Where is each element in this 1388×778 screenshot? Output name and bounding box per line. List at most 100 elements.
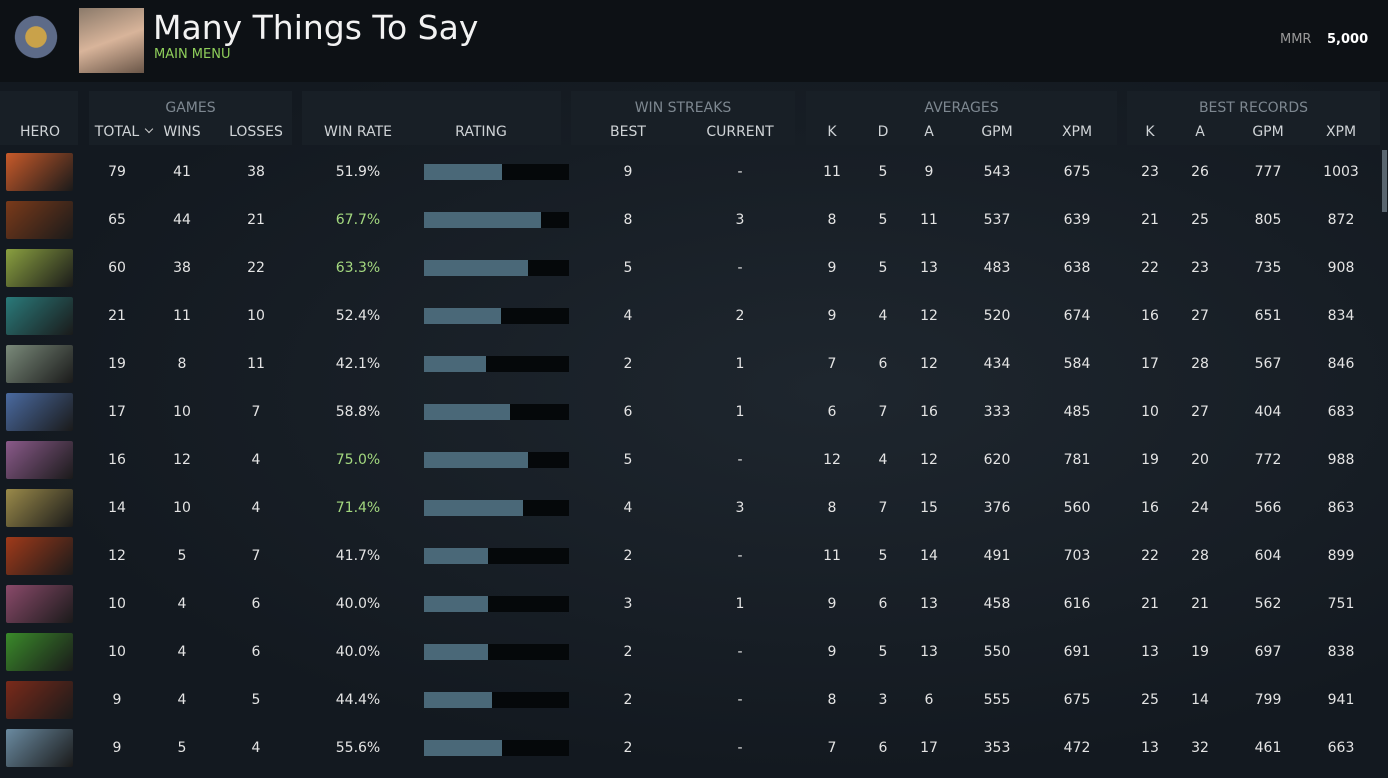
cell: 4 <box>878 452 888 468</box>
cell: 16 <box>920 404 938 420</box>
player-name: Many Things To Say <box>153 8 479 47</box>
cell: 4 <box>251 452 261 468</box>
cell: 23 <box>1191 260 1209 276</box>
cell: 908 <box>1327 260 1355 276</box>
cell: 10 <box>1141 404 1159 420</box>
cell: 8 <box>827 692 837 708</box>
cell: 6 <box>827 404 837 420</box>
column-header[interactable]: A <box>924 124 934 140</box>
cell: 13 <box>920 596 938 612</box>
column-header[interactable]: BEST <box>610 124 646 140</box>
cell: 675 <box>1063 164 1091 180</box>
avatar[interactable] <box>79 8 144 73</box>
cell: 10 <box>247 308 265 324</box>
cell: - <box>737 644 743 660</box>
hero-icon[interactable] <box>6 681 73 719</box>
cell: 5 <box>878 548 888 564</box>
cell: 12 <box>920 356 938 372</box>
column-header[interactable]: TOTAL <box>94 124 140 140</box>
header-bar <box>0 0 1388 82</box>
column-header[interactable]: GPM <box>981 124 1013 140</box>
cell: 777 <box>1254 164 1282 180</box>
hero-icon[interactable] <box>6 537 73 575</box>
column-header[interactable]: HERO <box>19 124 61 140</box>
column-header[interactable]: RATING <box>455 124 507 140</box>
hero-icon[interactable] <box>6 489 73 527</box>
cell: 566 <box>1254 500 1282 516</box>
cell: - <box>737 452 743 468</box>
column-header[interactable]: WINS <box>163 124 201 140</box>
column-header[interactable]: WIN RATE <box>324 124 392 140</box>
column-header[interactable]: K <box>1145 124 1155 140</box>
column-header[interactable]: GPM <box>1252 124 1284 140</box>
cell: 674 <box>1063 308 1091 324</box>
cell: 4 <box>623 308 633 324</box>
hero-icon[interactable] <box>6 585 73 623</box>
column-header[interactable]: CURRENT <box>706 124 774 140</box>
cell: 3 <box>735 212 745 228</box>
cell: 2 <box>735 308 745 324</box>
main-menu-link[interactable]: MAIN MENU <box>154 47 231 62</box>
hero-icon[interactable] <box>6 201 73 239</box>
cell: 846 <box>1327 356 1355 372</box>
hero-icon[interactable] <box>6 345 73 383</box>
cell: 3 <box>878 692 888 708</box>
cell: 4 <box>623 500 633 516</box>
cell: 6 <box>878 740 888 756</box>
hero-icon[interactable] <box>6 153 73 191</box>
cell: 899 <box>1327 548 1355 564</box>
rank-emblem <box>12 12 60 62</box>
cell: 616 <box>1063 596 1091 612</box>
cell: 16 <box>1141 500 1159 516</box>
cell: 17 <box>1141 356 1159 372</box>
cell: 872 <box>1327 212 1355 228</box>
cell: 21 <box>1141 212 1159 228</box>
cell: 434 <box>983 356 1011 372</box>
cell: 376 <box>983 500 1011 516</box>
cell: 79 <box>108 164 126 180</box>
cell: 638 <box>1063 260 1091 276</box>
cell: 65 <box>108 212 126 228</box>
group-box <box>302 91 561 145</box>
column-header[interactable]: XPM <box>1325 124 1357 140</box>
cell: 5 <box>177 740 187 756</box>
group-box <box>1127 91 1380 145</box>
cell: 3 <box>735 500 745 516</box>
column-header[interactable]: LOSSES <box>229 124 283 140</box>
cell: 4 <box>251 740 261 756</box>
column-header[interactable]: XPM <box>1061 124 1093 140</box>
cell: 639 <box>1063 212 1091 228</box>
cell: 11 <box>173 308 191 324</box>
column-header[interactable]: K <box>827 124 837 140</box>
cell: 21 <box>1191 596 1209 612</box>
cell: 7 <box>251 404 261 420</box>
cell: 567 <box>1254 356 1282 372</box>
cell: 67.7% <box>335 212 381 228</box>
mmr-label: MMR <box>1280 32 1312 47</box>
cell: 21 <box>247 212 265 228</box>
cell: 6 <box>878 596 888 612</box>
cell: - <box>737 260 743 276</box>
column-header[interactable]: D <box>877 124 889 140</box>
cell: 38 <box>247 164 265 180</box>
cell: 537 <box>983 212 1011 228</box>
column-header[interactable]: A <box>1195 124 1205 140</box>
hero-icon[interactable] <box>6 441 73 479</box>
hero-icon[interactable] <box>6 249 73 287</box>
cell: 41 <box>173 164 191 180</box>
hero-icon[interactable] <box>6 729 73 767</box>
hero-icon[interactable] <box>6 297 73 335</box>
cell: 805 <box>1254 212 1282 228</box>
cell: 55.6% <box>335 740 381 756</box>
scrollbar[interactable] <box>1382 150 1387 212</box>
group-label: AVERAGES <box>924 100 999 116</box>
cell: 14 <box>920 548 938 564</box>
cell: 2 <box>623 548 633 564</box>
cell: 44.4% <box>335 692 381 708</box>
cell: 40.0% <box>335 644 381 660</box>
cell: 4 <box>177 644 187 660</box>
cell: 5 <box>878 260 888 276</box>
hero-icon[interactable] <box>6 633 73 671</box>
cell: 60 <box>108 260 126 276</box>
hero-icon[interactable] <box>6 393 73 431</box>
